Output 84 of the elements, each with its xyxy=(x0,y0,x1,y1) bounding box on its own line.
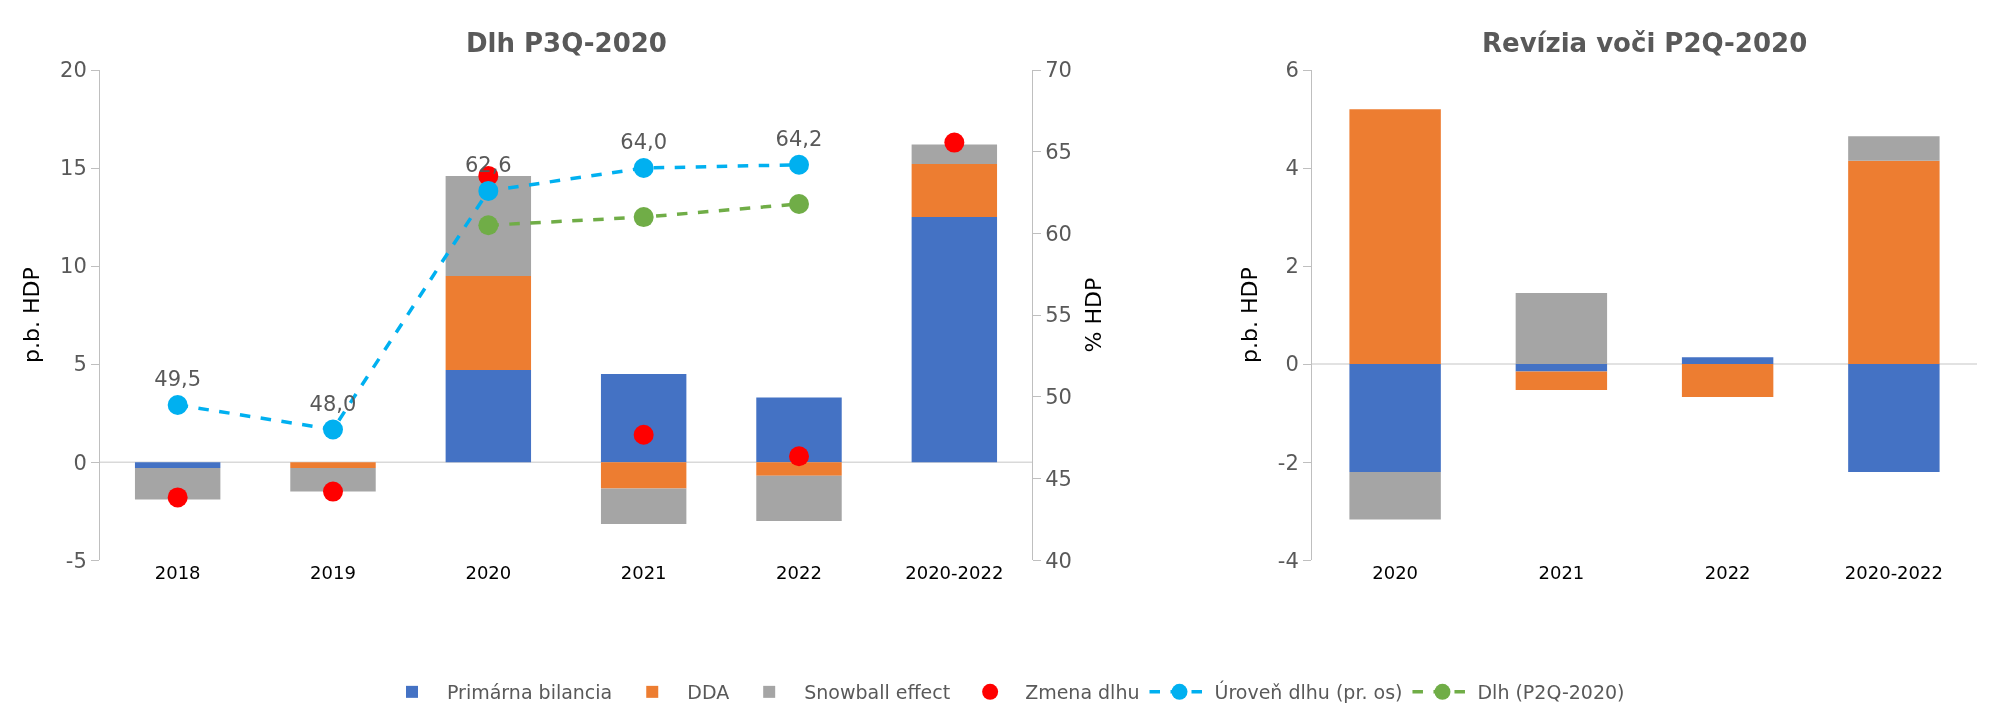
x-tick-label: 2021 xyxy=(620,562,667,584)
y-axis-title: p.b. HDP xyxy=(1236,267,1262,363)
y-tick-label: 10 xyxy=(60,254,87,279)
y2-tick-label: 50 xyxy=(1045,385,1072,410)
legend-label: Zmena dlhu xyxy=(1025,681,1140,704)
bar xyxy=(756,462,842,476)
bar xyxy=(1349,471,1441,520)
x-tick-label: 2020-2022 xyxy=(1844,562,1943,584)
x-tick-label: 2021 xyxy=(1538,562,1585,584)
y2-tick-label: 45 xyxy=(1045,466,1072,491)
bar xyxy=(1515,371,1608,391)
y-tick-label: 5 xyxy=(73,352,87,377)
x-tick-label: 2020 xyxy=(465,562,512,584)
bar xyxy=(1848,160,1940,365)
point xyxy=(167,487,188,508)
bar xyxy=(600,462,687,489)
bar xyxy=(756,475,842,521)
y-tick-label: -2 xyxy=(1277,450,1299,475)
bar xyxy=(1681,357,1774,365)
bar xyxy=(445,369,532,463)
point xyxy=(478,180,499,201)
y2-tick-label: 70 xyxy=(1045,58,1072,83)
point xyxy=(944,132,965,153)
chart-title: Dlh P3Q-2020 xyxy=(466,28,667,58)
bar xyxy=(445,275,532,370)
y-tick-label: -5 xyxy=(65,548,87,573)
y2-axis-title: % HDP xyxy=(1080,277,1106,353)
y-tick-label: 15 xyxy=(60,156,87,181)
bar xyxy=(134,468,221,500)
y-tick-label: 0 xyxy=(73,450,87,475)
y-tick-label: 2 xyxy=(1285,254,1299,279)
data-label: 62,6 xyxy=(464,153,512,178)
y-axis-title: p.b. HDP xyxy=(18,267,44,363)
bar xyxy=(911,217,998,463)
legend-label: Snowball effect xyxy=(804,681,951,704)
bar xyxy=(290,468,376,492)
x-tick-label: 2022 xyxy=(776,562,822,584)
point xyxy=(789,193,809,214)
point xyxy=(323,481,343,502)
legend-label: Úroveň dlhu (pr. os) xyxy=(1214,680,1403,704)
x-tick-label: 2020-2022 xyxy=(905,562,1004,584)
y-tick-label: 20 xyxy=(60,58,87,83)
point xyxy=(789,154,809,175)
bar xyxy=(911,164,998,218)
y2-tick-label: 65 xyxy=(1045,140,1072,165)
point xyxy=(633,158,654,179)
bar xyxy=(911,144,998,165)
bar xyxy=(1681,364,1774,397)
y-tick-label: 4 xyxy=(1285,156,1299,181)
bar xyxy=(600,373,687,463)
data-label: 49,5 xyxy=(154,367,202,392)
bar xyxy=(1515,293,1608,365)
x-tick-label: 2019 xyxy=(310,562,356,584)
point xyxy=(789,446,809,467)
point xyxy=(323,419,343,440)
y-tick-label: 6 xyxy=(1285,58,1299,83)
legend-label: Dlh (P2Q-2020) xyxy=(1477,681,1625,704)
y2-tick-label: 60 xyxy=(1045,221,1072,246)
bar xyxy=(1848,136,1940,161)
data-label: 48,0 xyxy=(309,391,357,416)
legend-label: DDA xyxy=(687,681,730,704)
data-label: 64,0 xyxy=(620,130,668,155)
bar xyxy=(600,488,687,524)
data-label: 64,2 xyxy=(775,127,823,152)
legend-label: Primárna bilancia xyxy=(447,681,613,704)
bar xyxy=(756,397,842,463)
x-tick-label: 2018 xyxy=(154,562,201,584)
x-tick-label: 2022 xyxy=(1704,562,1751,584)
point xyxy=(633,424,654,445)
bar xyxy=(1349,109,1441,365)
bar xyxy=(1848,364,1940,472)
point xyxy=(167,394,188,415)
y2-tick-label: 40 xyxy=(1045,548,1072,573)
x-tick-label: 2020 xyxy=(1372,562,1419,584)
chart-title: Revízia voči P2Q-2020 xyxy=(1482,28,1808,58)
bar xyxy=(1515,364,1608,372)
point xyxy=(478,215,499,236)
y2-tick-label: 55 xyxy=(1045,303,1072,328)
bar xyxy=(290,462,376,469)
y-tick-label: 0 xyxy=(1285,352,1299,377)
y-tick-label: -4 xyxy=(1277,548,1299,573)
bar xyxy=(1349,364,1441,472)
point xyxy=(633,207,654,228)
bar xyxy=(134,462,221,469)
